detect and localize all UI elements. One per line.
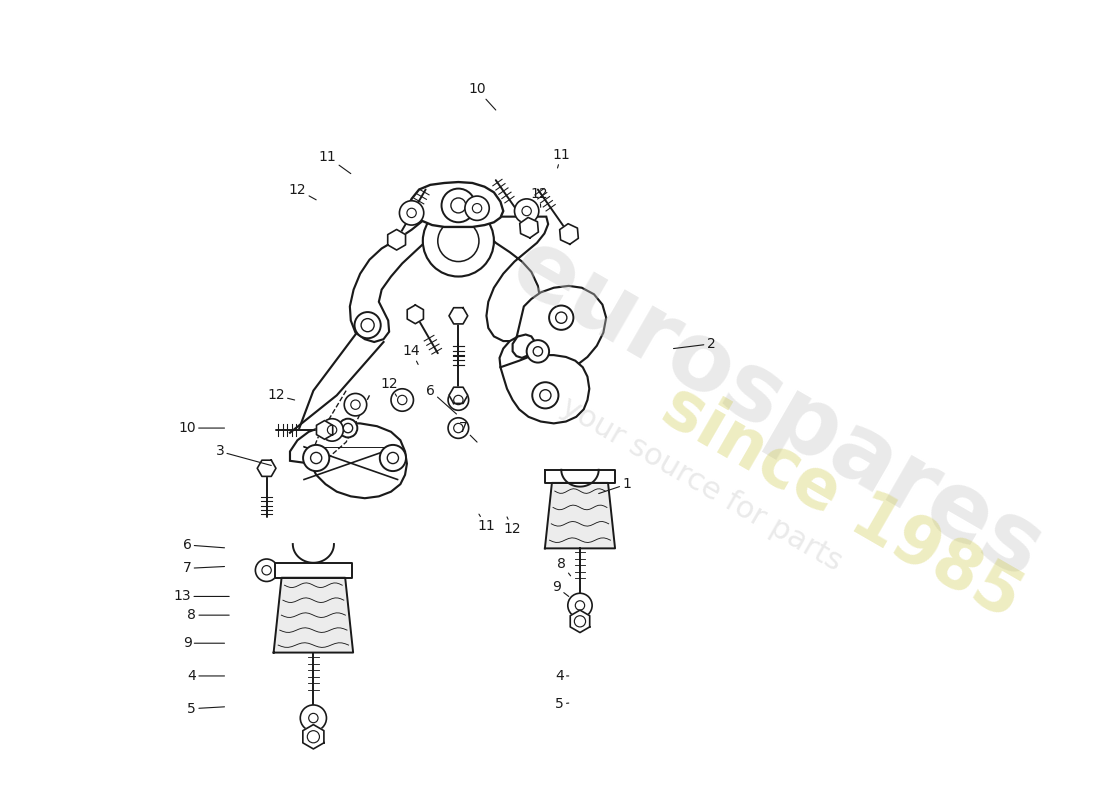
Text: 12: 12 xyxy=(267,388,295,402)
Circle shape xyxy=(574,616,585,627)
Text: 7: 7 xyxy=(183,562,224,575)
Circle shape xyxy=(300,705,327,731)
Polygon shape xyxy=(499,286,606,384)
Polygon shape xyxy=(544,483,615,548)
Text: 3: 3 xyxy=(216,445,272,466)
Circle shape xyxy=(379,445,406,471)
Circle shape xyxy=(310,452,322,464)
Polygon shape xyxy=(500,355,590,423)
Circle shape xyxy=(568,594,592,618)
Text: 12: 12 xyxy=(288,182,316,200)
Polygon shape xyxy=(290,423,407,498)
Polygon shape xyxy=(317,421,332,439)
Text: since 1985: since 1985 xyxy=(650,374,1033,632)
Circle shape xyxy=(344,394,366,416)
Circle shape xyxy=(575,601,584,610)
Circle shape xyxy=(397,395,407,405)
Circle shape xyxy=(387,452,398,464)
Circle shape xyxy=(422,206,494,277)
Text: 11: 11 xyxy=(319,150,351,174)
Circle shape xyxy=(532,382,559,409)
Text: 8: 8 xyxy=(557,557,571,576)
Circle shape xyxy=(453,423,463,433)
Circle shape xyxy=(321,418,343,441)
Text: 2: 2 xyxy=(673,337,715,351)
Circle shape xyxy=(354,312,381,338)
Circle shape xyxy=(304,445,329,471)
Polygon shape xyxy=(449,387,468,403)
Circle shape xyxy=(262,566,272,575)
Circle shape xyxy=(438,220,478,262)
Circle shape xyxy=(522,206,531,216)
Circle shape xyxy=(534,346,542,356)
Circle shape xyxy=(361,318,374,332)
Polygon shape xyxy=(477,217,548,341)
Circle shape xyxy=(549,306,573,330)
Circle shape xyxy=(540,390,551,401)
Polygon shape xyxy=(302,725,323,749)
Text: 11: 11 xyxy=(477,514,495,534)
Text: 9: 9 xyxy=(552,580,569,597)
Circle shape xyxy=(556,312,566,323)
Polygon shape xyxy=(407,305,424,324)
Text: 12: 12 xyxy=(504,517,521,536)
Text: 12: 12 xyxy=(381,377,398,396)
Circle shape xyxy=(451,198,465,213)
Circle shape xyxy=(448,418,469,438)
Circle shape xyxy=(472,203,482,213)
Circle shape xyxy=(448,390,469,410)
Circle shape xyxy=(390,389,414,411)
Polygon shape xyxy=(274,578,353,653)
Polygon shape xyxy=(449,308,468,324)
Circle shape xyxy=(441,189,475,222)
Circle shape xyxy=(309,714,318,722)
Polygon shape xyxy=(561,470,598,486)
Text: eurospares: eurospares xyxy=(495,220,1058,598)
Text: 6: 6 xyxy=(183,538,224,552)
Text: 14: 14 xyxy=(403,344,420,365)
Polygon shape xyxy=(387,230,406,250)
Text: 7: 7 xyxy=(459,421,477,442)
Text: your source for parts: your source for parts xyxy=(556,392,847,577)
Circle shape xyxy=(339,418,358,438)
Polygon shape xyxy=(519,218,538,238)
Polygon shape xyxy=(293,544,334,562)
Text: 5: 5 xyxy=(556,697,569,711)
Circle shape xyxy=(465,196,490,220)
Circle shape xyxy=(351,400,360,410)
Polygon shape xyxy=(570,610,590,633)
Polygon shape xyxy=(560,224,579,244)
Text: 11: 11 xyxy=(552,148,570,168)
Text: 4: 4 xyxy=(556,669,569,683)
Text: 10: 10 xyxy=(178,421,224,435)
Circle shape xyxy=(453,395,463,405)
Circle shape xyxy=(307,730,319,743)
Text: 12: 12 xyxy=(531,187,549,207)
Text: 9: 9 xyxy=(183,636,224,650)
Circle shape xyxy=(515,199,539,223)
Text: 13: 13 xyxy=(174,590,229,603)
Circle shape xyxy=(328,426,337,434)
Text: 5: 5 xyxy=(187,702,224,716)
Circle shape xyxy=(255,559,278,582)
Text: 1: 1 xyxy=(598,477,631,494)
Circle shape xyxy=(407,208,416,218)
Circle shape xyxy=(527,340,549,362)
Text: 4: 4 xyxy=(187,669,224,683)
Polygon shape xyxy=(275,562,352,578)
Polygon shape xyxy=(350,217,441,342)
Polygon shape xyxy=(544,470,615,483)
Text: 10: 10 xyxy=(469,82,496,110)
Polygon shape xyxy=(407,182,504,227)
Text: 6: 6 xyxy=(426,384,456,414)
Circle shape xyxy=(343,423,353,433)
Text: 8: 8 xyxy=(187,608,229,622)
Polygon shape xyxy=(257,460,276,476)
Circle shape xyxy=(399,201,424,225)
